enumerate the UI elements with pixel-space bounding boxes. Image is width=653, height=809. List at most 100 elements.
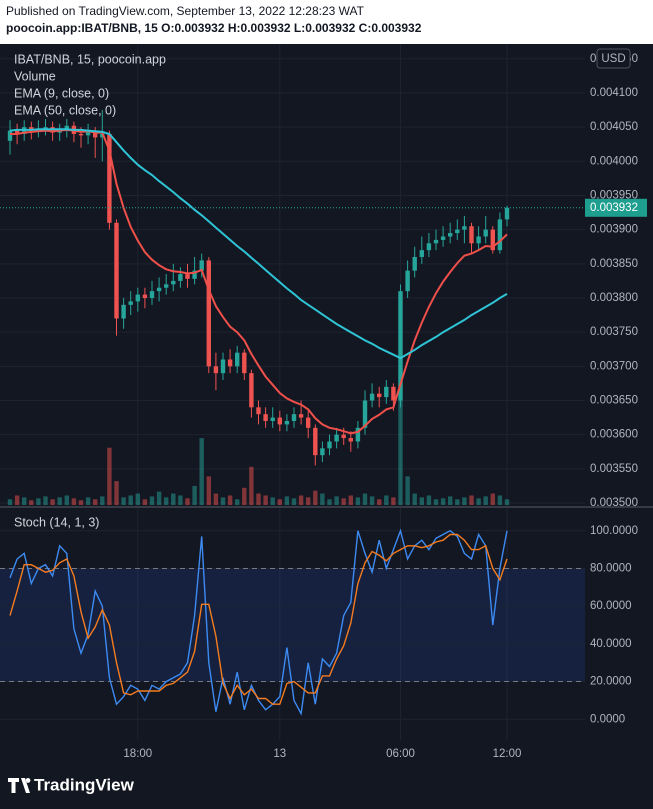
volume-bar (377, 499, 382, 505)
y-tick-label: 0.003800 (590, 292, 638, 304)
candle-body (220, 359, 226, 374)
y-tick-label: 80.0000 (590, 562, 632, 574)
volume-bar (121, 497, 126, 505)
candle-body (7, 130, 13, 141)
candle-body (206, 260, 211, 367)
candle-body (235, 352, 240, 367)
candle-body (504, 207, 510, 220)
volume-bar (100, 496, 105, 505)
volume-bar (43, 496, 48, 505)
candle-body (398, 291, 403, 401)
plot-layer: 18:00 13 06:00 12:000.0035000.0035500.00360… (0, 44, 647, 760)
volume-bar (462, 497, 467, 505)
candle-body (462, 226, 467, 230)
volume-bar (362, 493, 368, 505)
volume-bar (227, 495, 233, 505)
candle-body (469, 226, 474, 244)
currency-badge[interactable] (596, 48, 631, 69)
candle-body (355, 427, 361, 442)
brand: TradingView (34, 775, 135, 794)
stoch-title: Stoch (14, 1, 3) (14, 515, 99, 529)
volume-bar (448, 496, 453, 505)
candle-body (43, 127, 48, 129)
candle-body (213, 366, 219, 374)
volume-bar (270, 497, 275, 505)
volume-bar (128, 495, 133, 505)
volume-bar (185, 498, 190, 505)
candle-body (362, 400, 368, 428)
candle-body (227, 359, 233, 367)
candle-body (128, 301, 133, 305)
volume-bar (384, 495, 389, 505)
candle-body (497, 219, 503, 251)
candle-body (185, 274, 190, 279)
candle-body (100, 133, 105, 138)
candle-body (249, 373, 254, 408)
published-line: Published on TradingView.com, September … (6, 4, 365, 18)
volume-bar (313, 490, 318, 505)
volume-bar (199, 438, 204, 505)
ohlc-open: O:0.003932 (161, 21, 225, 35)
candle-body (242, 352, 247, 374)
y-tick-label: 0.003600 (590, 429, 638, 441)
volume-bar (14, 495, 20, 505)
candle-body (391, 386, 396, 401)
candle-body (192, 270, 197, 279)
volume-bar (469, 495, 474, 505)
candle-body (298, 414, 304, 418)
candle-body (149, 291, 155, 298)
volume-bar (334, 496, 339, 505)
y-tick-label: 100.0000 (590, 525, 638, 537)
volume-bar (298, 495, 304, 505)
volume-bar (369, 496, 375, 505)
volume-bar (206, 476, 211, 505)
volume-bar (327, 499, 332, 505)
volume-bar (391, 497, 396, 505)
volume-bar (291, 498, 297, 505)
volume-bar (7, 499, 13, 505)
y-tick-label: 60.0000 (590, 600, 632, 612)
y-tick-label: 40.0000 (590, 638, 632, 650)
candle-body (440, 236, 446, 240)
candle-body (164, 284, 169, 288)
volume-bar (22, 497, 27, 505)
candle-body (85, 130, 91, 136)
candle-body (78, 133, 84, 136)
ohlc-high: H:0.003932 (228, 21, 291, 35)
y-tick-label: 0.003550 (590, 463, 638, 475)
candle-body (256, 407, 261, 415)
header-background (0, 0, 653, 44)
volume-bar (171, 493, 176, 505)
x-tick-label: 12:00 (493, 748, 522, 760)
stoch-line (9, 528, 508, 716)
candle-body (64, 125, 69, 130)
volume-bar (490, 493, 495, 505)
candle-body (263, 414, 268, 421)
candle-body (483, 229, 488, 237)
volume-bar (156, 491, 162, 505)
candle-body (121, 304, 126, 319)
candle-body (419, 250, 424, 257)
stoch-line (9, 533, 508, 705)
ema50-legend: EMA (50, close, 0) (14, 103, 116, 117)
volume-bar (164, 497, 169, 505)
candle-body (384, 386, 389, 398)
volume-bar (341, 498, 346, 505)
volume-bar (426, 495, 432, 505)
volume-bar (405, 476, 410, 505)
volume-bar (114, 481, 119, 505)
candle-body (284, 420, 290, 425)
volume-bar (284, 496, 290, 505)
y-tick-label: 0.0000 (590, 713, 625, 725)
x-tick-label: 06:00 (386, 748, 415, 760)
volume-bar (235, 499, 240, 505)
y-tick-label: 0.004100 (590, 87, 638, 99)
volume-bar (355, 497, 361, 505)
volume-bar (419, 497, 424, 505)
candle-body (348, 438, 353, 442)
ema-line (10, 128, 508, 435)
candle-body (334, 434, 339, 442)
candle-body (199, 260, 204, 271)
brand-logo (8, 778, 31, 793)
